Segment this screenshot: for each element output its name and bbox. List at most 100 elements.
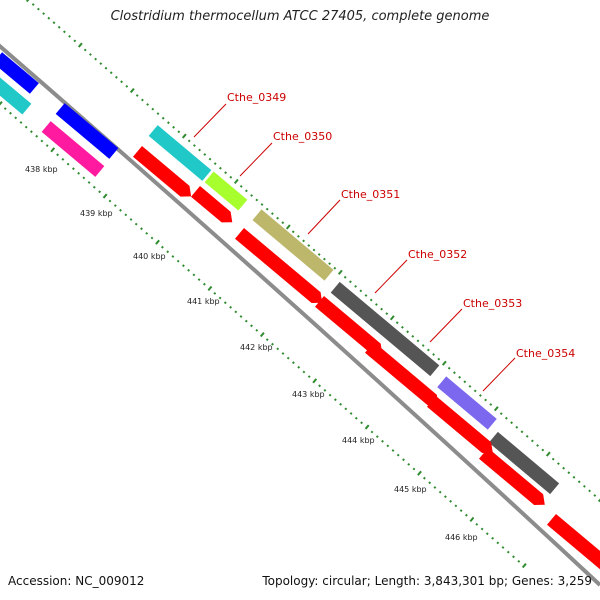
inner-tick-minor xyxy=(360,421,364,425)
outer-tick-minor xyxy=(499,412,503,416)
gene-feature-cthe-0354[interactable] xyxy=(488,431,560,495)
inner-tick-minor xyxy=(344,407,348,411)
outer-tick-minor xyxy=(484,398,488,402)
inner-tick-minor xyxy=(407,462,411,466)
cds-arrow-cthe-0353[interactable] xyxy=(365,342,443,411)
inner-tick-minor xyxy=(129,218,133,221)
inner-tick-minor xyxy=(307,375,311,379)
outer-tick-minor xyxy=(62,30,66,34)
leader-line-cthe-0349 xyxy=(193,103,227,138)
cds-arrow-cthe-0349[interactable] xyxy=(133,146,196,202)
outer-tick-minor xyxy=(99,62,103,66)
map-title: Clostridium thermocellum ATCC 27405, com… xyxy=(110,9,490,24)
gene-feature-cthe-0352[interactable] xyxy=(330,281,440,377)
gene-feature-cthe-0350[interactable] xyxy=(204,171,248,211)
inner-tick-major xyxy=(102,193,108,199)
outer-tick-minor xyxy=(114,75,118,79)
inner-tick-major xyxy=(259,332,265,338)
inner-tick-minor xyxy=(302,370,306,374)
inner-tick-minor xyxy=(166,250,170,254)
outer-tick-minor xyxy=(317,253,321,256)
outer-tick-minor xyxy=(229,175,233,179)
outer-tick-minor xyxy=(307,244,311,247)
inner-tick-minor xyxy=(517,559,521,563)
outer-tick-minor xyxy=(333,266,337,270)
outer-tick-minor xyxy=(520,430,524,434)
gene-label-cthe-0353[interactable]: Cthe_0353 xyxy=(463,297,522,310)
cds-arrow-cthe-0350[interactable] xyxy=(191,186,237,228)
outer-tick-minor xyxy=(88,53,92,56)
outer-tick-minor xyxy=(421,344,425,347)
outer-tick-minor xyxy=(208,157,212,161)
inner-tick-minor xyxy=(202,282,206,286)
outer-tick-minor xyxy=(406,330,410,334)
gene-label-cthe-0349[interactable]: Cthe_0349 xyxy=(227,91,286,104)
outer-tick-minor xyxy=(94,57,98,61)
cds-arrow-a[interactable] xyxy=(427,396,497,458)
outer-tick-minor xyxy=(47,16,51,20)
outer-tick-minor xyxy=(593,494,597,497)
outer-tick-minor xyxy=(458,375,462,379)
outer-tick-minor xyxy=(161,116,165,120)
gene-feature-blue-b[interactable] xyxy=(55,103,119,159)
outer-tick-minor xyxy=(416,339,420,343)
inner-tick-minor xyxy=(181,264,185,268)
outer-tick-minor xyxy=(244,189,248,193)
inner-tick-minor xyxy=(464,513,468,517)
inner-tick-minor xyxy=(265,338,269,342)
gene-label-cthe-0350[interactable]: Cthe_0350 xyxy=(273,130,332,143)
cds-arrow-cthe-0351[interactable] xyxy=(235,228,327,308)
outer-tick-minor xyxy=(364,294,368,297)
gene-feature-cthe-0349[interactable] xyxy=(148,125,212,181)
inner-tick-minor xyxy=(318,384,322,388)
outer-tick-minor xyxy=(504,416,508,420)
gene-label-cthe-0354[interactable]: Cthe_0354 xyxy=(516,347,575,360)
inner-tick-minor xyxy=(459,509,463,513)
outer-tick-ring xyxy=(25,0,600,503)
outer-tick-minor xyxy=(31,3,35,6)
inner-tick-minor xyxy=(244,319,248,323)
gene-feature-cyan-a[interactable] xyxy=(0,75,32,115)
outer-tick-major xyxy=(129,87,135,94)
outer-tick-minor xyxy=(140,98,144,102)
gene-feature-blue-a[interactable] xyxy=(0,52,39,94)
outer-tick-minor xyxy=(447,366,451,370)
outer-tick-minor xyxy=(411,334,415,338)
inner-tick-minor xyxy=(119,208,122,212)
inner-tick-minor xyxy=(501,546,505,549)
inner-tick-minor xyxy=(281,352,285,355)
gene-feature-cthe-0351[interactable] xyxy=(252,209,334,281)
inner-tick-minor xyxy=(323,388,327,392)
separator: ; xyxy=(503,574,512,588)
outer-tick-minor xyxy=(385,312,389,316)
outer-tick-minor xyxy=(83,48,87,52)
inner-tick-minor xyxy=(412,467,416,471)
cds-arrow-b[interactable] xyxy=(547,514,600,575)
outer-tick-minor xyxy=(42,12,46,16)
outer-tick-minor xyxy=(374,303,378,306)
outer-tick-minor xyxy=(146,103,150,106)
inner-tick-minor xyxy=(255,328,259,332)
gene-label-cthe-0351[interactable]: Cthe_0351 xyxy=(341,188,400,201)
inner-tick-minor xyxy=(276,347,280,351)
outer-tick-major xyxy=(389,315,395,321)
cds-arrow-cthe-0354[interactable] xyxy=(479,448,549,510)
outer-tick-minor xyxy=(348,280,352,284)
outer-tick-major xyxy=(25,0,31,3)
inner-tick-minor xyxy=(485,532,489,536)
cds-arrow-cthe-0352[interactable] xyxy=(315,296,387,359)
outer-tick-minor xyxy=(187,139,191,143)
inner-tick-minor xyxy=(45,144,49,148)
kbp-tick-labels: 438 kbp 439 kbp 440 kbp 441 kbp 442 kbp … xyxy=(25,165,478,542)
inner-tick-minor xyxy=(150,236,154,240)
gene-label-cthe-0352[interactable]: Cthe_0352 xyxy=(408,248,467,261)
outer-tick-minor xyxy=(343,275,347,279)
genes-label: Genes: xyxy=(511,574,554,588)
outer-tick-major xyxy=(77,42,83,48)
inner-tick-minor xyxy=(171,255,175,258)
gene-feature-cthe-0353[interactable] xyxy=(437,376,497,430)
outer-tick-minor xyxy=(255,198,259,202)
gene-feature-magenta[interactable] xyxy=(41,121,105,177)
inner-tick-minor xyxy=(480,527,484,531)
